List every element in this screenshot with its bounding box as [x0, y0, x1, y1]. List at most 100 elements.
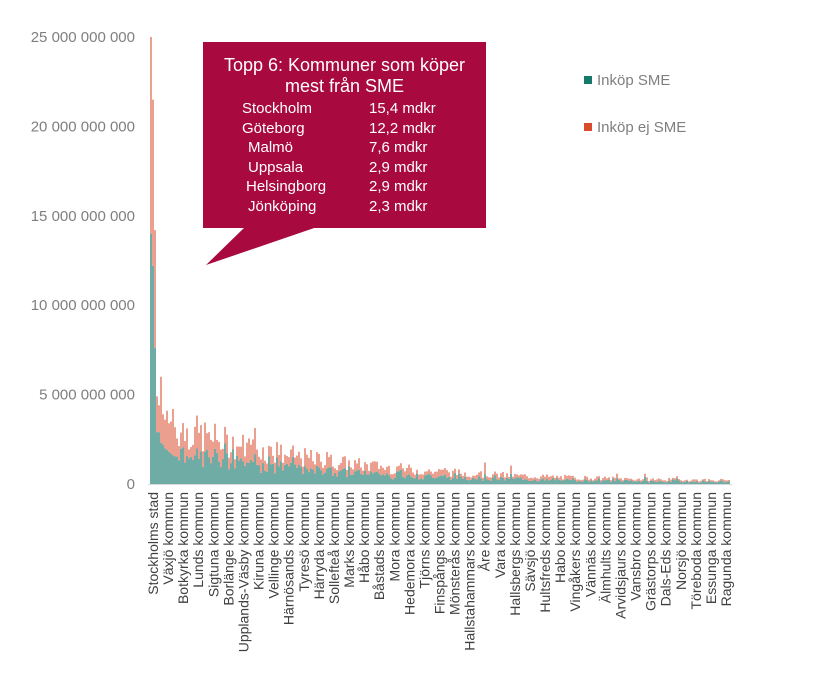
bar-inkop-sme — [492, 477, 494, 484]
bar-inkop-sme — [200, 451, 202, 484]
bar-inkop-sme — [548, 480, 550, 484]
bar-inkop-sme — [308, 472, 310, 484]
bar-inkop-sme — [404, 478, 406, 484]
bar-inkop-sme — [680, 482, 682, 484]
bar-inkop-sme — [430, 475, 432, 484]
bar-inkop-sme — [370, 471, 372, 484]
bar-inkop-ej-sme — [644, 473, 646, 477]
bar-inkop-sme — [508, 478, 510, 484]
bar-inkop-ej-sme — [714, 481, 716, 483]
x-tick-label: Stockholms stad — [145, 492, 161, 595]
x-tick-label: Vara kommun — [492, 492, 508, 578]
bar-inkop-ej-sme — [654, 480, 656, 482]
bar-inkop-sme — [538, 481, 540, 484]
bar-inkop-ej-sme — [214, 423, 216, 449]
bar-inkop-sme — [528, 480, 530, 484]
bar-inkop-sme — [542, 478, 544, 484]
bar-inkop-sme — [330, 467, 332, 484]
bar-inkop-sme — [344, 468, 346, 484]
bar-inkop-sme — [572, 478, 574, 484]
x-tick-label: Upplands-Väsby kommun — [236, 492, 252, 652]
bar-inkop-sme — [518, 478, 520, 484]
bar-inkop-ej-sme — [676, 476, 678, 479]
bar-inkop-ej-sme — [552, 475, 554, 478]
bar-inkop-sme — [432, 478, 434, 484]
bar-inkop-sme — [374, 472, 376, 484]
bar-inkop-ej-sme — [638, 478, 640, 481]
bar-inkop-sme — [514, 478, 516, 484]
bar-inkop-ej-sme — [664, 480, 666, 483]
bar-inkop-ej-sme — [216, 439, 218, 454]
bar-inkop-ej-sme — [290, 449, 292, 463]
bar-inkop-sme — [456, 478, 458, 484]
bar-inkop-sme — [434, 478, 436, 484]
bar-inkop-ej-sme — [514, 473, 516, 479]
bar-inkop-ej-sme — [496, 473, 498, 480]
bar-inkop-sme — [340, 470, 342, 484]
bar-inkop-sme — [660, 481, 662, 484]
bar-inkop-sme — [710, 482, 712, 484]
bar-inkop-sme — [182, 447, 184, 484]
bar-inkop-ej-sme — [590, 478, 592, 481]
bar-inkop-sme — [560, 480, 562, 484]
bar-inkop-ej-sme — [408, 464, 410, 475]
bar-inkop-sme — [378, 473, 380, 484]
bar-inkop-ej-sme — [648, 480, 650, 483]
bar-inkop-ej-sme — [436, 471, 438, 478]
bar-inkop-ej-sme — [212, 441, 214, 457]
bar-inkop-ej-sme — [370, 462, 372, 472]
bar-inkop-ej-sme — [246, 442, 248, 463]
bar-inkop-ej-sme — [384, 469, 386, 476]
bar-inkop-ej-sme — [388, 465, 390, 476]
bar-inkop-sme — [578, 481, 580, 484]
bar-inkop-sme — [272, 463, 274, 484]
x-tick-label: Håbo kommun — [356, 492, 372, 583]
bar-inkop-sme — [580, 481, 582, 484]
bar-inkop-sme — [536, 481, 538, 484]
bar-inkop-ej-sme — [250, 444, 252, 460]
bar-inkop-ej-sme — [218, 441, 220, 462]
bar-inkop-ej-sme — [190, 447, 192, 457]
bar-inkop-ej-sme — [182, 423, 184, 448]
bar-inkop-sme — [198, 458, 200, 484]
bar-inkop-ej-sme — [602, 477, 604, 481]
bar-inkop-sme — [510, 473, 512, 484]
bar-inkop-ej-sme — [672, 477, 674, 480]
bar-inkop-sme — [250, 459, 252, 484]
legend-item-ej-sme: Inköp ej SME — [584, 117, 724, 137]
bar-inkop-sme — [426, 474, 428, 484]
bar-inkop-ej-sme — [424, 471, 426, 476]
bar-inkop-ej-sme — [198, 432, 200, 459]
bar-inkop-ej-sme — [722, 479, 724, 482]
bar-inkop-sme — [376, 471, 378, 484]
bar-inkop-sme — [640, 481, 642, 484]
bar-inkop-sme — [496, 479, 498, 484]
x-tick-label: Älmhults kommun — [597, 492, 613, 603]
x-tick-label: Finspångs kommun — [432, 492, 448, 614]
x-tick-label: Hallstahammars kommun — [462, 492, 478, 651]
x-tick-label: Habo kommun — [552, 492, 568, 583]
bar-inkop-sme — [534, 479, 536, 484]
bar-inkop-ej-sme — [284, 454, 286, 465]
bar-inkop-sme — [558, 479, 560, 484]
bar-inkop-ej-sme — [324, 465, 326, 473]
bar-inkop-ej-sme — [564, 474, 566, 480]
bar-inkop-sme — [450, 479, 452, 484]
bar-inkop-sme — [586, 480, 588, 484]
bar-inkop-sme — [436, 477, 438, 484]
bar-inkop-sme — [694, 481, 696, 484]
bar-inkop-ej-sme — [282, 462, 284, 471]
bar-inkop-ej-sme — [566, 475, 568, 479]
bar-inkop-sme — [644, 476, 646, 484]
bar-inkop-ej-sme — [622, 480, 624, 482]
bar-inkop-ej-sme — [412, 472, 414, 478]
bar-inkop-sme — [562, 480, 564, 484]
bar-inkop-sme — [296, 467, 298, 484]
bar-inkop-sme — [650, 480, 652, 484]
bar-inkop-sme — [256, 464, 258, 484]
bar-inkop-ej-sme — [516, 474, 518, 478]
bar-inkop-ej-sme — [554, 477, 556, 481]
y-tick-label: 15 000 000 000 — [31, 208, 135, 225]
bar-inkop-ej-sme — [390, 474, 392, 479]
bar-inkop-sme — [566, 478, 568, 484]
